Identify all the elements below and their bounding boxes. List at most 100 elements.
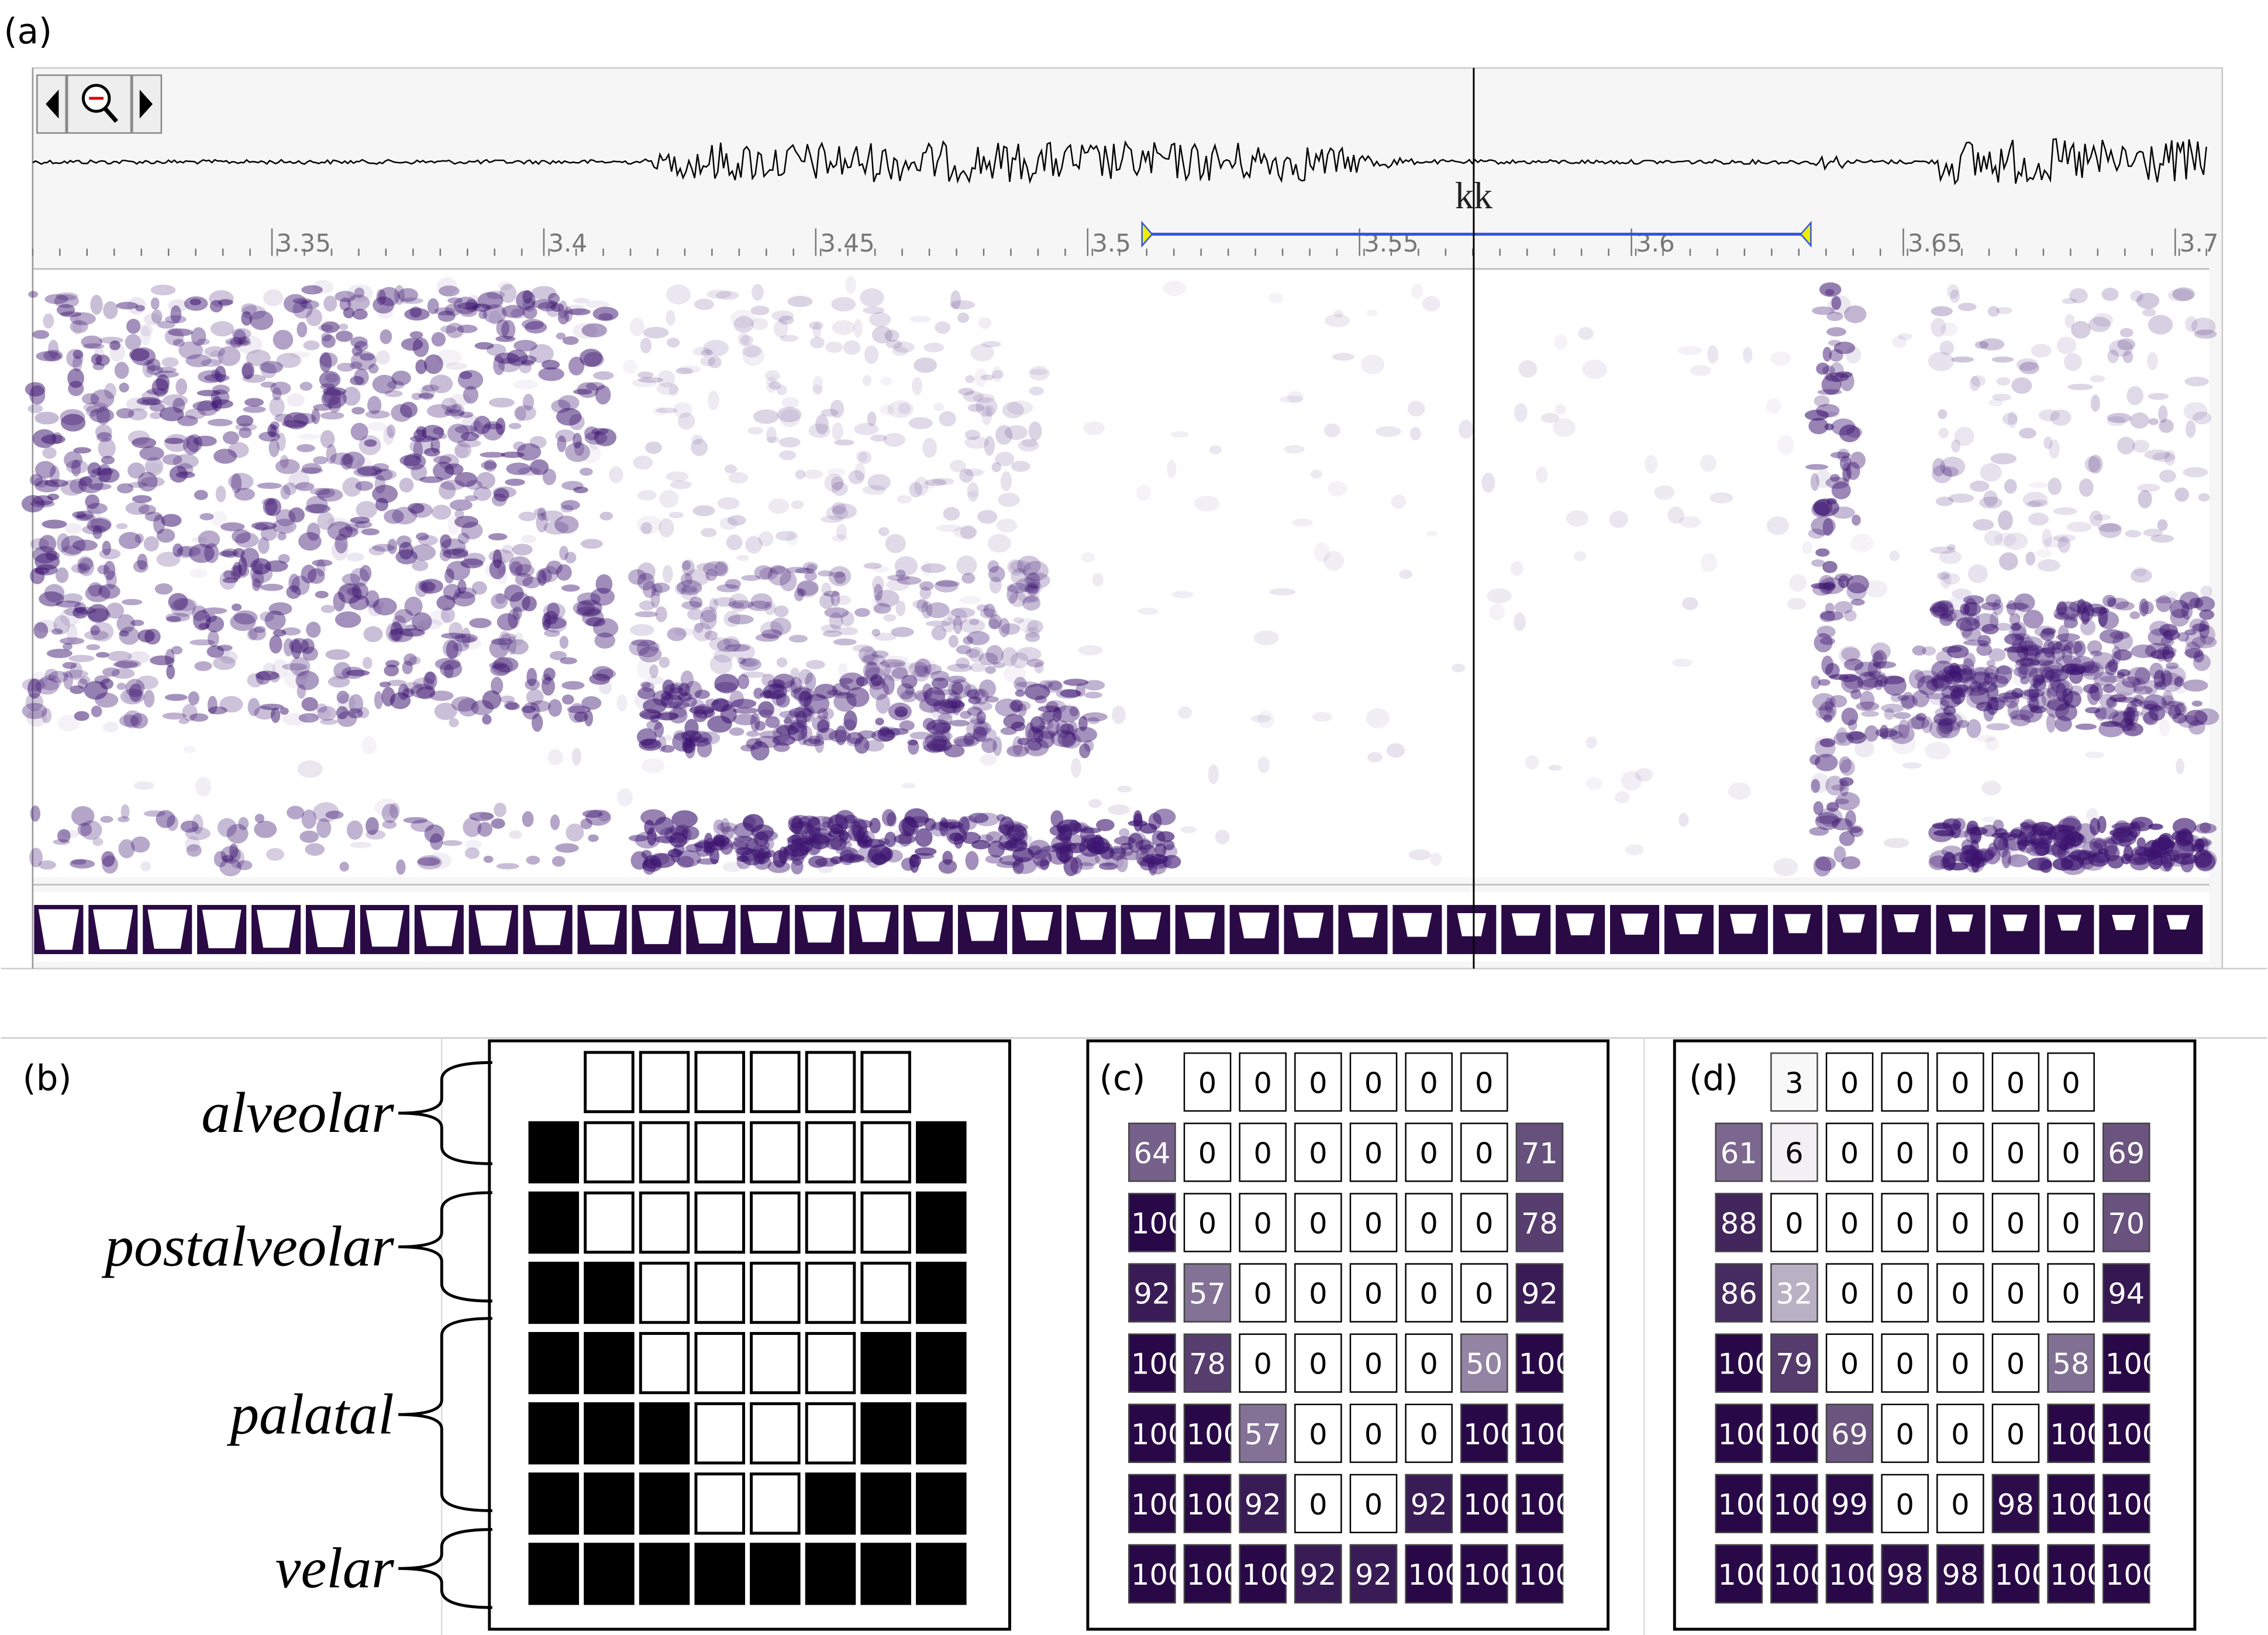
spectrogram-blob: [888, 703, 912, 721]
electrode-value: 0: [1840, 1206, 1859, 1240]
spectrogram-blob: [2002, 412, 2018, 425]
spectrogram-blob: [2148, 851, 2163, 870]
spectrogram-blob: [446, 404, 462, 414]
spectrogram-blob: [1843, 305, 1867, 323]
spectrogram-blob: [320, 604, 335, 613]
spectrogram-blob: [35, 480, 60, 493]
spectrogram-blob: [832, 683, 850, 696]
spectrogram-blob: [1375, 426, 1401, 437]
spectrogram-blob: [804, 693, 830, 714]
spectrogram-blob: [222, 548, 239, 558]
spectrogram-blob: [486, 343, 506, 356]
spectrogram-blob: [140, 476, 165, 487]
spectrogram-blob: [300, 467, 323, 474]
spectrogram-blob: [638, 646, 662, 663]
spectrogram-blob: [963, 636, 974, 645]
spectrogram-blob: [2108, 659, 2118, 672]
spectrogram-blob: [953, 526, 978, 539]
spectrogram-blob: [959, 618, 985, 634]
spectrogram-blob: [1257, 710, 1275, 729]
electrode: [1349, 1263, 1398, 1323]
spectrogram-blob: [871, 629, 881, 636]
spectrogram-blob: [222, 855, 235, 862]
spectrogram-blob: [733, 836, 759, 849]
spectrogram-blob: [1083, 680, 1105, 691]
electrode-cell: 0: [1936, 1263, 1984, 1323]
electrode-cell: 0: [1239, 1333, 1287, 1393]
spectrogram-blob: [1880, 724, 1888, 740]
spectrogram-blob: [27, 404, 43, 414]
spectrogram-blob: [1857, 672, 1878, 691]
spectrogram-blob: [130, 619, 144, 627]
spectrogram-blob: [80, 820, 102, 840]
spectrogram-blob: [2043, 844, 2066, 856]
spectrogram-blob: [1938, 712, 1963, 732]
electrode: [1770, 1474, 1818, 1534]
spectrogram-blob: [189, 298, 201, 305]
spectrogram-blob: [119, 714, 139, 727]
spectrogram-blob: [374, 691, 383, 710]
spectrogram-blob: [471, 700, 494, 715]
spectrogram-blob: [2186, 420, 2196, 438]
spectrogram-blob: [656, 407, 678, 414]
spectrogram-blob: [932, 689, 957, 696]
electrode-value: 0: [1198, 1206, 1216, 1240]
spectrogram-blob: [1119, 851, 1145, 860]
spectrogram-blob: [413, 440, 423, 460]
spectrogram-blob: [1811, 559, 1825, 567]
electrode: [860, 1261, 911, 1324]
electrode: [750, 1472, 801, 1535]
spectrogram-blob: [1994, 532, 2017, 547]
spectrogram-blob: [368, 603, 382, 617]
spectrogram-blob: [681, 730, 702, 742]
spectrogram-blob: [671, 810, 698, 828]
spectrogram-blob: [1024, 683, 1050, 700]
electrode: [1936, 1123, 1984, 1182]
spectrogram-blob: [1148, 813, 1162, 830]
spectrogram-blob: [739, 658, 762, 671]
spectrogram-blob: [1811, 773, 1830, 793]
spectrogram-blob: [1088, 798, 1102, 808]
spectrogram-blob: [1831, 296, 1842, 310]
epg-frame-icon: [1347, 913, 1378, 938]
spectrogram-blob: [950, 460, 966, 473]
spectrogram-blob: [930, 670, 949, 681]
spectrogram-blob: [1016, 647, 1042, 662]
spectrogram-blob: [327, 517, 348, 526]
spectrogram-blob: [692, 584, 702, 593]
spectrogram-blob: [236, 860, 253, 870]
spectrogram-blob: [664, 684, 683, 694]
spectrogram-blob: [959, 468, 974, 483]
spectrogram-blob: [880, 847, 894, 862]
spectrogram-blob: [848, 470, 865, 484]
spectrogram-blob: [197, 338, 210, 345]
spectrogram-blob: [992, 662, 1006, 669]
spectrogram-blob: [461, 414, 480, 432]
spectrogram-blob: [829, 612, 843, 630]
spectrogram-blob: [715, 291, 739, 300]
spectrogram-blob: [350, 422, 368, 440]
spectrogram-blob: [1942, 573, 1960, 585]
spectrogram-blob: [863, 562, 882, 569]
spectrogram-blob: [2158, 405, 2168, 423]
spectrogram-blob: [241, 305, 267, 320]
spectrogram-blob: [116, 408, 135, 419]
spectrogram-blob: [2133, 566, 2147, 577]
spectrogram-blob: [815, 414, 829, 435]
spectrogram-blob: [1825, 775, 1845, 796]
spectrogram-blob: [653, 407, 667, 416]
spectrogram-blob: [969, 715, 985, 725]
electrode-cell: 100: [1183, 1544, 1232, 1604]
spectrogram-blob: [470, 421, 484, 438]
spectrogram-blob: [186, 844, 202, 857]
spectrogram-blob: [442, 639, 463, 659]
spectrogram-blob: [484, 459, 497, 472]
spectrogram-blob: [39, 535, 57, 553]
spectrogram-blob: [313, 456, 328, 464]
electrode: [1239, 1474, 1287, 1534]
spectrogram-blob: [1830, 452, 1851, 459]
electrode-value: 0: [1309, 1206, 1327, 1240]
spectrogram-blob: [659, 656, 670, 668]
spectrogram-blob: [1013, 617, 1024, 624]
spectrogram-blob: [1843, 675, 1863, 690]
